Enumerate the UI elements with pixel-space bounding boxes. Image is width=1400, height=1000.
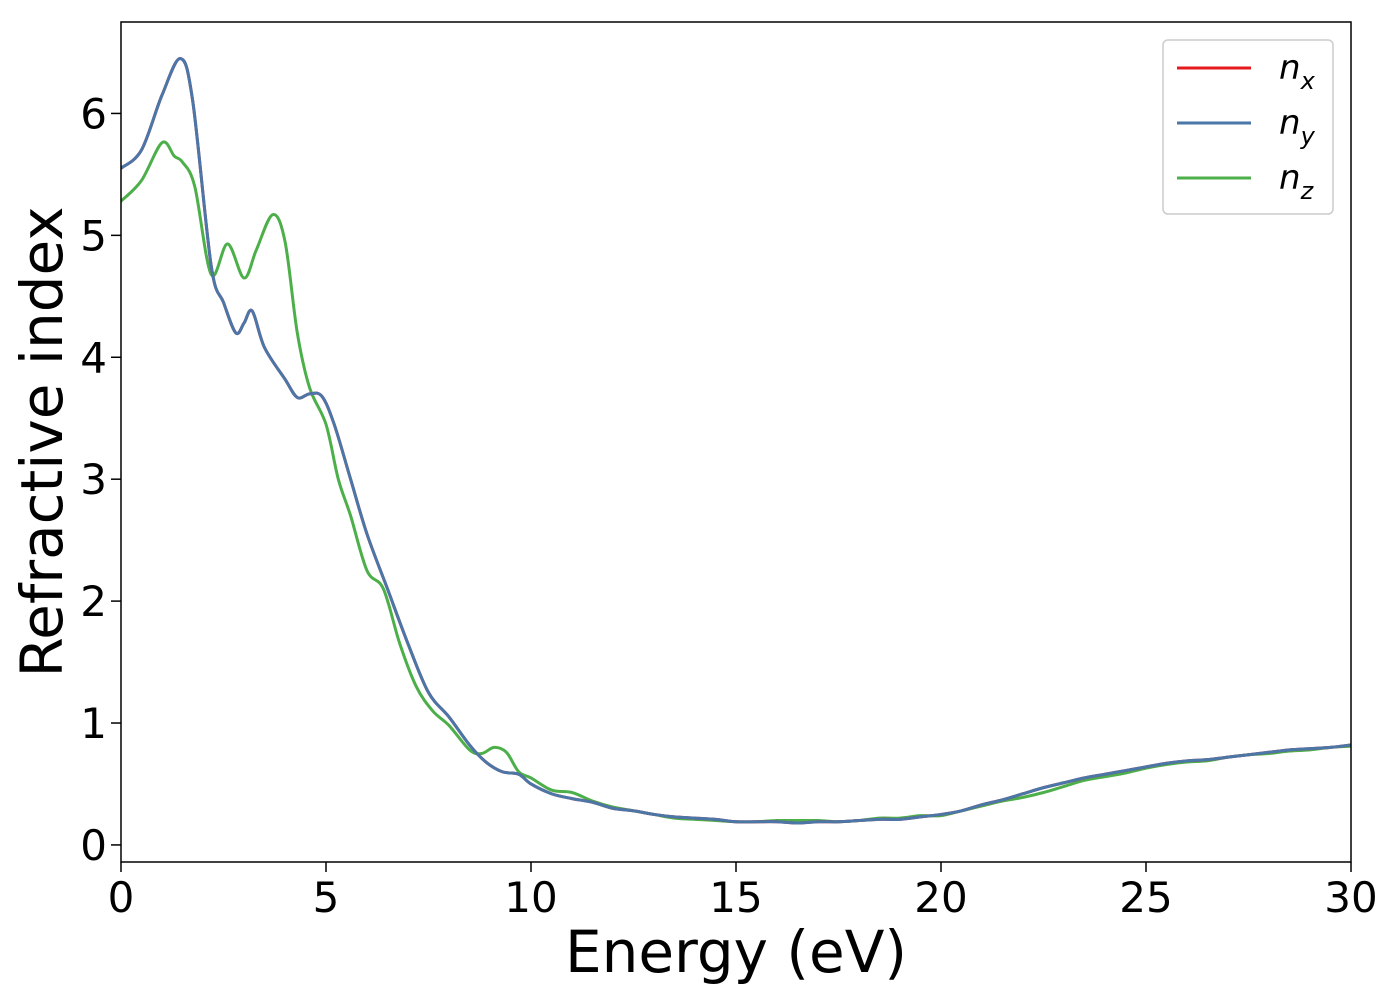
ticks-layer: 0 5 10 15 20 25 30 0 1 2 3 4 5 6 bbox=[80, 89, 1377, 922]
legend-label-ny: ny bbox=[1279, 103, 1316, 150]
x-axis-title: Energy (eV) bbox=[565, 918, 907, 986]
y-tick-label: 0 bbox=[80, 821, 107, 870]
y-tick-label: 5 bbox=[80, 211, 107, 260]
x-tick-label: 25 bbox=[1119, 873, 1172, 922]
series-line-ny bbox=[121, 57, 1351, 825]
y-tick-label: 3 bbox=[80, 455, 107, 504]
legend-box bbox=[1162, 39, 1334, 215]
y-tick-label: 1 bbox=[80, 699, 107, 748]
y-tick-label: 6 bbox=[80, 89, 107, 138]
legend-label-nx: nx bbox=[1279, 48, 1316, 95]
y-axis-title: Refractive index bbox=[8, 206, 76, 677]
x-tick-label: 20 bbox=[914, 873, 967, 922]
legend: nx ny nz bbox=[1162, 39, 1334, 215]
x-tick-label: 15 bbox=[709, 873, 762, 922]
x-tick-label: 30 bbox=[1324, 873, 1377, 922]
y-tick-label: 4 bbox=[80, 333, 107, 382]
legend-label-nz: nz bbox=[1279, 158, 1315, 205]
x-tick-label: 0 bbox=[108, 873, 135, 922]
y-tick-label: 2 bbox=[80, 577, 107, 626]
x-tick-label: 10 bbox=[504, 873, 557, 922]
x-tick-label: 5 bbox=[313, 873, 340, 922]
series-layer bbox=[121, 57, 1351, 825]
